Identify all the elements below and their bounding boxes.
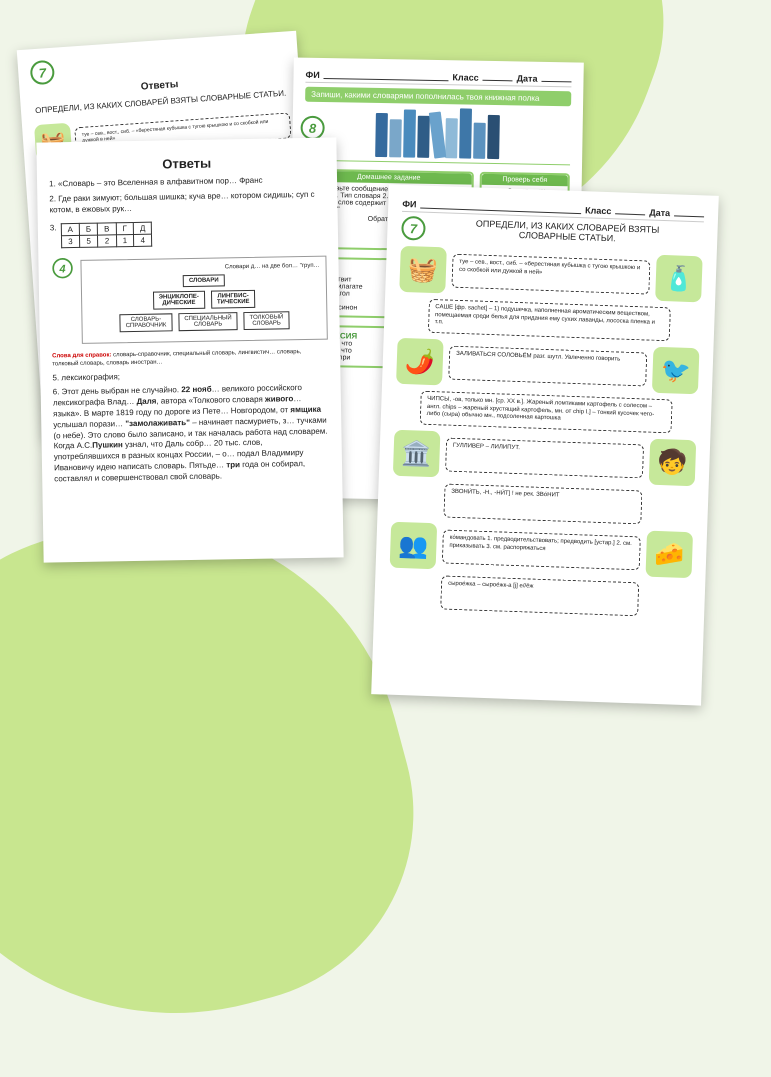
- definition-box: туе – сев., вост., сиб. – «берестяная ку…: [451, 254, 650, 295]
- page-number-badge: 7: [30, 60, 56, 86]
- definition-row: 🌶️ ЗАЛИВАТЬСЯ СОЛОВЬЁМ разг. шутл. Увлеч…: [396, 338, 699, 395]
- cheese-icon: 🧀: [645, 531, 693, 579]
- tower-icon: 🏛️: [393, 430, 441, 478]
- answer-paragraph: 6. Этот день выбран не случайно. 22 нояб…: [53, 383, 331, 485]
- definition-row: ЗВОНИ́ТЬ, -Н., -НИ́Т] ! не рек. ЗВо́НИТ: [391, 482, 694, 527]
- instruction-banner: Запиши, какими словарями пополнилась тво…: [305, 87, 571, 107]
- task-number-badge: 4: [52, 258, 73, 279]
- worksheet-page-4: ФИ Класс Дата 7 ОПРЕДЕЛИ, ИЗ КАКИХ СЛОВА…: [371, 184, 719, 705]
- definition-box: ЧИПСЫ, -ов, только мн. [ср. XX в.]. Жаре…: [419, 391, 673, 434]
- crowd-icon: 👥: [390, 522, 438, 570]
- self-check-title: Проверь себя: [482, 174, 568, 186]
- pepper-icon: 🌶️: [396, 338, 444, 386]
- definition-row: 👥 ко́мандовать 1. предводительствовать; …: [390, 522, 693, 579]
- answer-item: 5. лексикография;: [52, 368, 328, 384]
- definition-box: ЗАЛИВАТЬСЯ СОЛОВЬЁМ разг. шутл. Увлеченн…: [448, 346, 647, 387]
- bookshelf-illustration: [304, 106, 571, 161]
- reference-words: Слова для справок: словарь-справочник, с…: [52, 348, 328, 369]
- bottle-icon: 🧴: [655, 255, 703, 303]
- definition-row: 🏛️ ГУЛЛИВЕР – ЛИЛИПУТ. 🧒: [393, 430, 696, 487]
- definition-box: САШЕ [фр. sachet] – 1) подушечка, наполн…: [427, 299, 671, 341]
- basket-icon: 🧺: [399, 246, 447, 294]
- dictionary-hierarchy-diagram: Словари д… на две бол… "груп… СЛОВАРИ ЭН…: [80, 256, 327, 344]
- definition-box: ко́мандовать 1. предводительствовать; пр…: [442, 529, 641, 570]
- definition-row: САШЕ [фр. sachet] – 1) подушечка, наполн…: [398, 298, 701, 343]
- definition-box: ЗВОНИ́ТЬ, -Н., -НИ́Т] ! не рек. ЗВо́НИТ: [443, 484, 642, 525]
- page-number-badge: 7: [401, 216, 426, 241]
- page-title: Ответы: [49, 154, 325, 174]
- definition-box: ГУЛЛИВЕР – ЛИЛИПУТ.: [445, 438, 644, 479]
- worksheet-page-2: Ответы 1. «Словарь – это Вселенная в алф…: [36, 137, 343, 562]
- answer-item: 2. Где раки зимуют; большая шишка; куча …: [49, 189, 325, 215]
- definition-row: сырое́жка – сырое́жк-а [j] е//ёж: [388, 574, 691, 619]
- header-fields: ФИ Класс Дата: [305, 70, 571, 88]
- definition-box: сырое́жка – сырое́жк-а [j] е//ёж: [440, 575, 639, 616]
- definition-row: ЧИПСЫ, -ов, только мн. [ср. XX в.]. Жаре…: [395, 390, 698, 435]
- bird-icon: 🐦: [652, 347, 700, 395]
- definition-row: 🧺 туе – сев., вост., сиб. – «берестяная …: [399, 246, 702, 303]
- answer-table: АБВГД 35214: [60, 222, 152, 249]
- answer-item: 1. «Словарь – это Вселенная в алфавитном…: [49, 175, 325, 191]
- page-subtitle: ОПРЕДЕЛИ, ИЗ КАКИХ СЛОВАРЕЙ ВЗЯТЫ СЛОВАР…: [431, 217, 704, 246]
- phone-person-icon: 🧒: [649, 439, 697, 487]
